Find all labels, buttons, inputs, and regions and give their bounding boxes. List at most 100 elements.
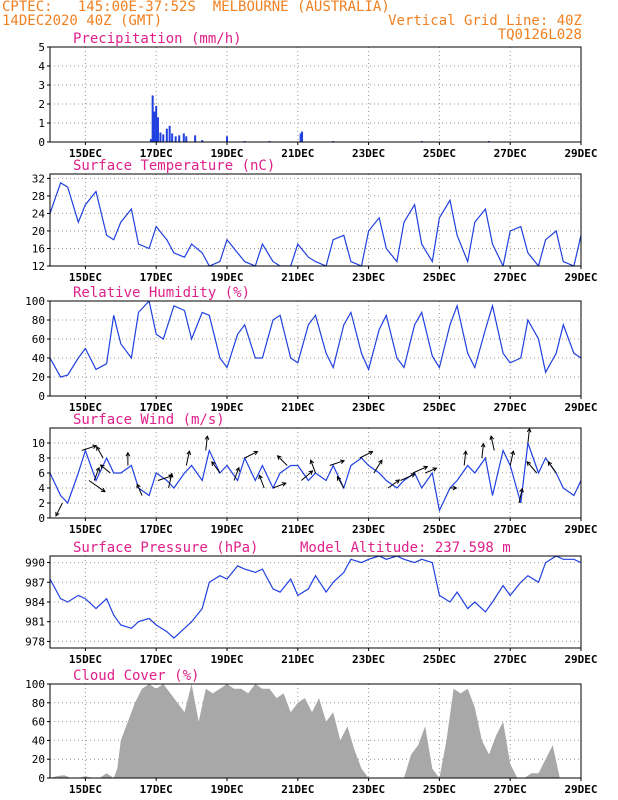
precip-bar (162, 134, 165, 142)
wind-arrow (272, 482, 286, 489)
wind-arrow-head (125, 451, 131, 457)
wind-arrow-head (204, 435, 210, 440)
x-tick-label: 17DEC (140, 147, 173, 160)
x-tick-label: 25DEC (423, 271, 456, 284)
panel-cloud: Cloud Cover (%) 0 20 40 60 80 100 15DEC 17DEC 19D… (25, 668, 597, 796)
panel-rh: Relative Humidity (%) 0 20 40 60 80 100 15DEC 17… (25, 285, 597, 414)
wind-arrow (88, 480, 106, 493)
x-tick-label: 25DEC (423, 147, 456, 160)
y-tick-label: 60 (32, 333, 45, 346)
panel-annotation: Model Altitude: 237.598 m (300, 540, 511, 556)
wind-arrow (93, 467, 100, 481)
header-label: CPTEC: (2, 0, 53, 15)
y-tick-label: 8 (38, 452, 45, 465)
panel-pressure: Surface Pressure (hPa) Model Altitude: 23… (25, 540, 597, 666)
panel-frame (49, 555, 582, 649)
x-tick-label: 27DEC (494, 401, 527, 414)
x-tick-label: 27DEC (494, 653, 527, 666)
wind-arrow (481, 443, 484, 459)
wind-arrow-head (519, 487, 524, 493)
x-tick-label: 15DEC (69, 653, 102, 666)
wind-arrow (81, 445, 97, 451)
plot-area (50, 181, 581, 266)
precip-bar (165, 128, 168, 142)
wind-arrow (301, 470, 313, 481)
x-tick-label: 17DEC (140, 783, 173, 796)
precip-bar (226, 136, 228, 142)
y-tick-label: 16 (32, 242, 45, 255)
panel-title: Relative Humidity (%) (73, 285, 250, 301)
wind-arrow (211, 461, 221, 474)
wind-arrow (310, 460, 316, 474)
x-tick-label: 27DEC (494, 147, 527, 160)
pressure-series-line (50, 556, 581, 639)
x-tick-label: 21DEC (281, 783, 314, 796)
wind-arrow-head (92, 444, 98, 449)
panel-frame (49, 46, 582, 143)
header-source: CPTEC: 145:00E-37:52S MELBOURNE (AUSTRAL… (2, 0, 390, 14)
y-tick-label: 20 (32, 371, 45, 384)
precip-bar (151, 95, 154, 142)
wind-arrow-head (96, 445, 101, 451)
y-tick-label: 0 (38, 772, 45, 785)
x-tick-label: 23DEC (352, 523, 385, 536)
wind-arrow-head (136, 483, 141, 489)
header-date: 14DEC2020 40Z (GMT) (2, 13, 163, 29)
x-tick-label: 29DEC (564, 653, 597, 666)
wind-arrow-head (526, 461, 532, 466)
x-tick-label: 27DEC (494, 271, 527, 284)
header-coords: 145:00E-37:52S (77, 0, 196, 15)
y-tick-label: 978 (25, 635, 45, 648)
wind-arrow-head (368, 450, 374, 456)
wind-arrow (329, 460, 345, 466)
header-model: TQ0126L028 (497, 27, 582, 43)
x-tick-label: 23DEC (352, 271, 385, 284)
wind-arrow (336, 476, 345, 489)
plot-area (50, 556, 581, 639)
wind-arrow-head (276, 455, 282, 460)
x-tick-label: 25DEC (423, 653, 456, 666)
precip-bar (149, 139, 152, 142)
panel-title: Cloud Cover (%) (73, 668, 199, 684)
panel-frame (49, 173, 582, 267)
wind-arrow-head (253, 450, 259, 456)
x-tick-label: 25DEC (423, 783, 456, 796)
y-tick-label: 40 (32, 352, 45, 365)
plot-area (50, 684, 581, 778)
y-tick-label: 10 (32, 437, 45, 450)
precip-bar (182, 133, 185, 142)
y-tick-label: 80 (32, 314, 45, 327)
x-tick-label: 29DEC (564, 147, 597, 160)
x-tick-label: 17DEC (140, 401, 173, 414)
x-tick-label: 29DEC (564, 783, 597, 796)
wind-arrow (157, 475, 173, 481)
wind-arrow (168, 473, 173, 489)
x-tick-label: 21DEC (281, 401, 314, 414)
wind-arrow (526, 461, 538, 474)
panel-title: Surface Pressure (hPa) (73, 540, 258, 556)
x-tick-label: 21DEC (281, 523, 314, 536)
y-tick-label: 2 (38, 98, 45, 111)
x-tick-label: 15DEC (69, 783, 102, 796)
plot-area (149, 95, 490, 142)
wind-arrow (205, 436, 208, 451)
header-grid-line: Vertical Grid Line: 40Z (388, 13, 582, 29)
y-tick-label: 987 (25, 576, 45, 589)
wind-arrow-head (168, 472, 174, 478)
precip-bar (159, 132, 162, 142)
y-tick-label: 3 (38, 79, 45, 92)
panel-frame (49, 300, 582, 397)
precip-bar (201, 140, 204, 142)
wind-arrow (96, 446, 104, 459)
y-tick-label: 100 (25, 295, 45, 308)
precip-bar (185, 136, 188, 142)
x-tick-label: 19DEC (210, 523, 243, 536)
wind-arrow-head (378, 459, 383, 465)
x-tick-label: 19DEC (210, 271, 243, 284)
temp-series-line (50, 181, 581, 266)
wind-arrow-head (410, 473, 416, 478)
x-tick-label: 19DEC (210, 653, 243, 666)
precip-bar (155, 105, 158, 142)
wind-arrow-head (480, 442, 486, 448)
precip-bar (171, 133, 174, 142)
